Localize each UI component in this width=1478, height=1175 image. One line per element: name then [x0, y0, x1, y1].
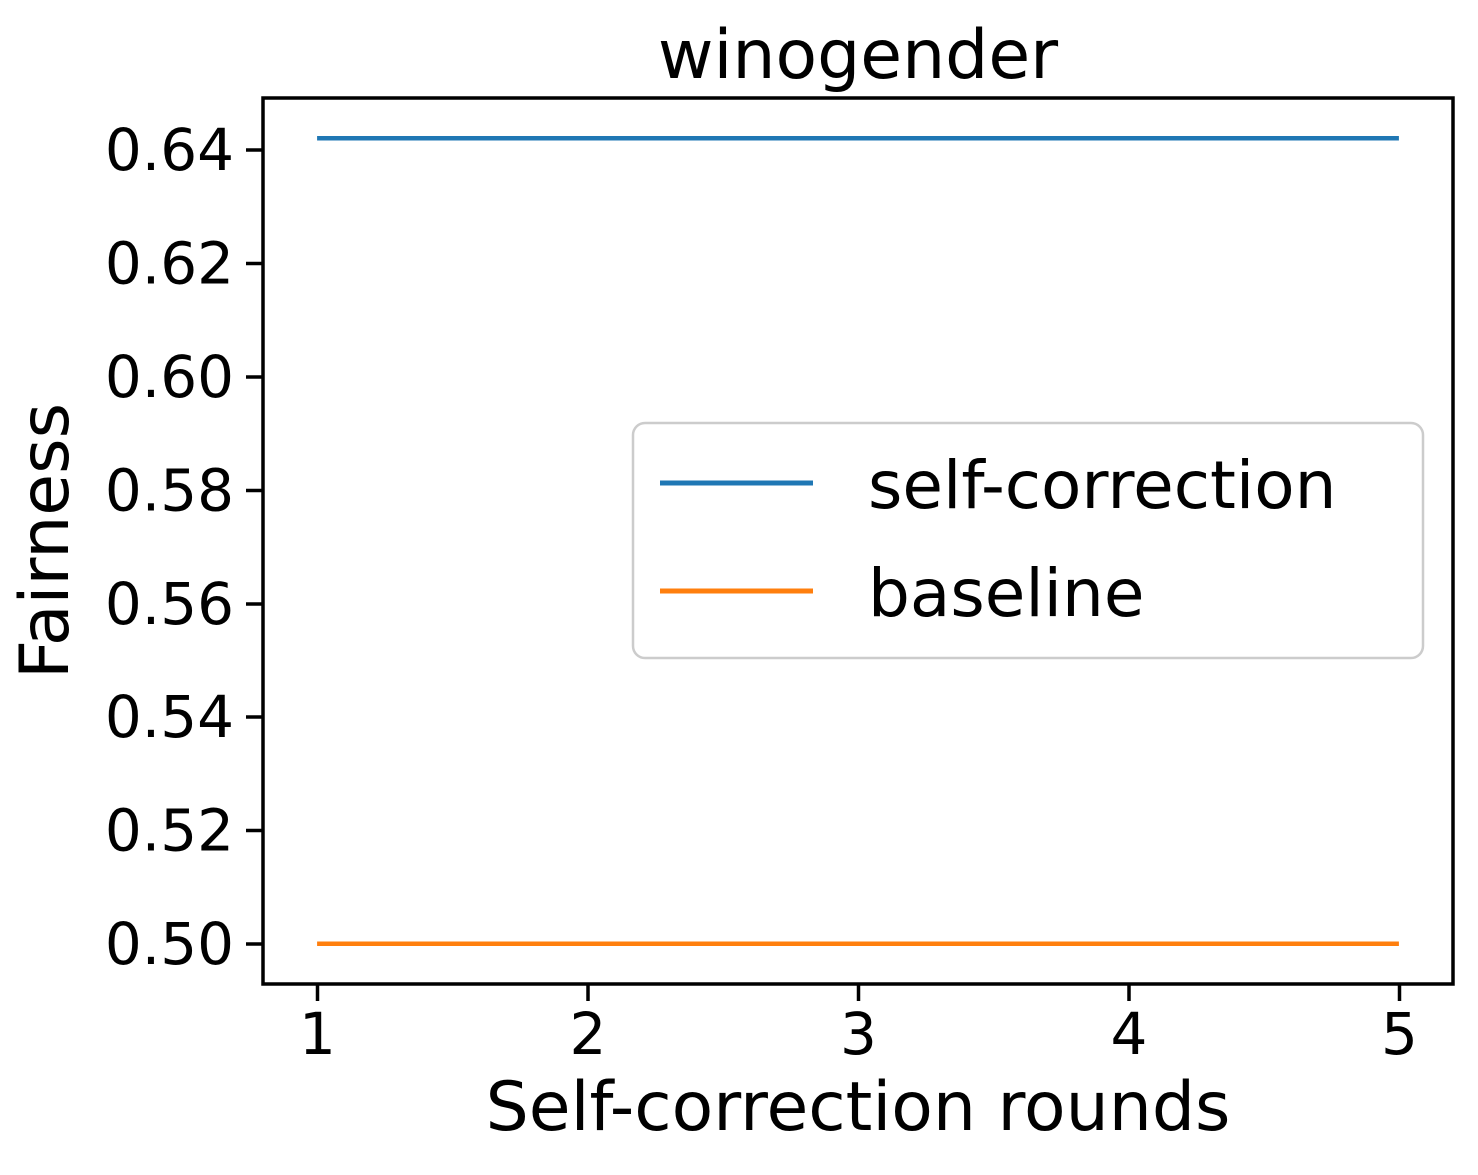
- y-tick-label: 0.52: [105, 797, 234, 865]
- y-tick-label: 0.58: [105, 457, 234, 525]
- y-tick-label: 0.54: [105, 683, 234, 751]
- y-axis-ticks: [246, 148, 263, 946]
- y-tick-label: 0.62: [105, 230, 234, 298]
- x-tick-label: 1: [299, 1000, 336, 1068]
- x-axis-label: Self-correction rounds: [486, 1068, 1231, 1147]
- y-tick-label: 0.56: [105, 570, 234, 638]
- legend-label-baseline: baseline: [868, 555, 1144, 632]
- x-tick-label: 5: [1381, 1000, 1418, 1068]
- y-axis-tick-labels: 0.50 0.52 0.54 0.56 0.58 0.60 0.62 0.64: [105, 116, 234, 978]
- y-axis-label: Fairness: [6, 403, 85, 679]
- y-tick-label: 0.64: [105, 116, 234, 184]
- y-tick-label: 0.50: [105, 910, 234, 978]
- x-axis-tick-labels: 1 2 3 4 5: [299, 1000, 1418, 1068]
- x-tick-label: 4: [1111, 1000, 1148, 1068]
- x-tick-label: 2: [570, 1000, 607, 1068]
- legend: self-correction baseline: [631, 421, 1425, 660]
- chart-title: winogender: [658, 16, 1058, 95]
- legend-box: [631, 421, 1425, 660]
- legend-label-self-correction: self-correction: [868, 447, 1336, 524]
- x-axis-ticks: [315, 984, 1402, 1001]
- x-tick-label: 3: [840, 1000, 877, 1068]
- y-tick-label: 0.60: [105, 343, 234, 411]
